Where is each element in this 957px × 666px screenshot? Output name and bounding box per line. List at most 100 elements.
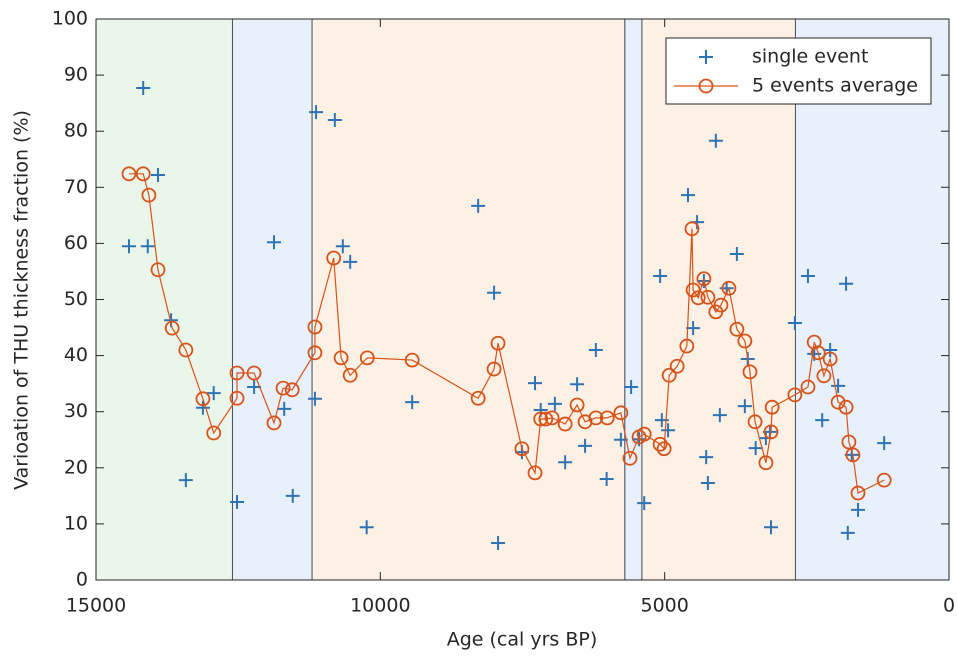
circle-marker bbox=[661, 367, 677, 383]
y-tick-label: 60 bbox=[64, 232, 88, 254]
circle-marker bbox=[729, 321, 745, 337]
circle-marker bbox=[696, 271, 712, 287]
plus-marker bbox=[547, 396, 562, 411]
x-tick-label: 10000 bbox=[350, 595, 410, 617]
y-tick-label: 10 bbox=[64, 512, 88, 534]
plus-marker bbox=[712, 408, 727, 423]
circle-marker bbox=[307, 319, 323, 335]
circle-marker bbox=[737, 333, 753, 349]
circle-marker bbox=[800, 379, 816, 395]
plus-marker bbox=[405, 395, 420, 410]
plus-marker bbox=[150, 167, 165, 182]
shaded-region bbox=[624, 19, 642, 580]
plus-marker bbox=[840, 525, 855, 540]
circle-marker bbox=[266, 415, 282, 431]
circle-marker bbox=[229, 365, 245, 381]
plus-marker bbox=[877, 436, 892, 451]
shaded-region bbox=[312, 19, 625, 580]
circle-marker bbox=[544, 410, 560, 426]
circle-marker bbox=[713, 297, 729, 313]
circle-marker bbox=[121, 166, 137, 182]
circle-marker bbox=[164, 320, 180, 336]
plus-marker bbox=[121, 239, 136, 254]
plus-marker bbox=[787, 316, 802, 331]
plus-marker bbox=[327, 112, 342, 127]
plus-marker bbox=[570, 377, 585, 392]
y-tick-label: 40 bbox=[64, 344, 88, 366]
circle-marker bbox=[636, 426, 652, 442]
y-tick-label: 50 bbox=[64, 288, 88, 310]
circle-marker bbox=[845, 447, 861, 463]
plus-marker bbox=[680, 188, 695, 203]
plus-marker bbox=[588, 342, 603, 357]
circle-marker bbox=[850, 485, 866, 501]
plus-marker bbox=[653, 268, 668, 283]
circle-marker bbox=[206, 425, 222, 441]
circle-marker bbox=[527, 465, 543, 481]
plus-marker bbox=[700, 475, 715, 490]
plus-marker bbox=[307, 391, 322, 406]
plus-marker bbox=[729, 247, 744, 262]
x-tick-label: 5000 bbox=[640, 595, 688, 617]
plus-marker bbox=[230, 495, 245, 510]
plus-marker bbox=[823, 342, 838, 357]
circle-marker bbox=[490, 335, 506, 351]
plus-marker bbox=[599, 472, 614, 487]
plus-marker bbox=[815, 413, 830, 428]
plus-marker bbox=[266, 235, 281, 250]
plus-marker bbox=[839, 276, 854, 291]
circle-marker bbox=[470, 390, 486, 406]
legend-box bbox=[665, 37, 932, 105]
circle-marker bbox=[764, 399, 780, 415]
plus-marker bbox=[277, 401, 292, 416]
circle-marker bbox=[307, 345, 323, 361]
legend-label: 5 events average bbox=[752, 75, 918, 97]
circle-marker bbox=[195, 391, 211, 407]
circle-marker bbox=[178, 342, 194, 358]
circle-marker bbox=[684, 221, 700, 237]
y-tick-label: 20 bbox=[64, 456, 88, 478]
plus-marker bbox=[764, 520, 779, 535]
y-tick-label: 0 bbox=[76, 569, 88, 591]
circle-marker bbox=[679, 338, 695, 354]
circle-marker bbox=[569, 397, 585, 413]
y-tick-label: 90 bbox=[64, 64, 88, 86]
plus-marker bbox=[471, 198, 486, 213]
y-tick-label: 30 bbox=[64, 400, 88, 422]
circle-marker bbox=[742, 364, 758, 380]
shaded-region bbox=[96, 19, 233, 580]
circle-marker bbox=[685, 282, 701, 298]
circle-marker bbox=[841, 434, 857, 450]
circle-marker bbox=[333, 350, 349, 366]
series-line bbox=[128, 173, 885, 494]
plus-marker bbox=[140, 239, 155, 254]
circle-marker bbox=[763, 424, 779, 440]
plus-marker bbox=[136, 81, 151, 96]
circle-marker bbox=[830, 394, 846, 410]
plus-marker bbox=[686, 321, 701, 336]
plus-marker bbox=[800, 268, 815, 283]
circle-marker bbox=[557, 416, 573, 432]
plus-marker bbox=[195, 400, 210, 415]
plus-marker bbox=[178, 473, 193, 488]
plus-marker bbox=[613, 432, 628, 447]
plus-marker bbox=[285, 488, 300, 503]
circle-marker bbox=[613, 405, 629, 421]
circle-marker bbox=[246, 365, 262, 381]
plus-marker bbox=[699, 50, 713, 64]
circle-marker bbox=[747, 414, 763, 430]
circle-marker bbox=[135, 166, 151, 182]
circle-marker bbox=[599, 410, 615, 426]
circle-marker bbox=[533, 411, 549, 427]
plus-marker bbox=[487, 285, 502, 300]
circle-marker bbox=[698, 78, 714, 94]
circle-marker bbox=[275, 380, 291, 396]
circle-marker bbox=[229, 390, 245, 406]
circle-marker bbox=[669, 358, 685, 374]
circle-marker bbox=[404, 352, 420, 368]
circle-marker bbox=[141, 187, 157, 203]
x-tick-label: 15000 bbox=[66, 595, 126, 617]
plus-marker bbox=[206, 386, 221, 401]
plus-marker bbox=[558, 455, 573, 470]
circle-marker bbox=[326, 250, 342, 266]
